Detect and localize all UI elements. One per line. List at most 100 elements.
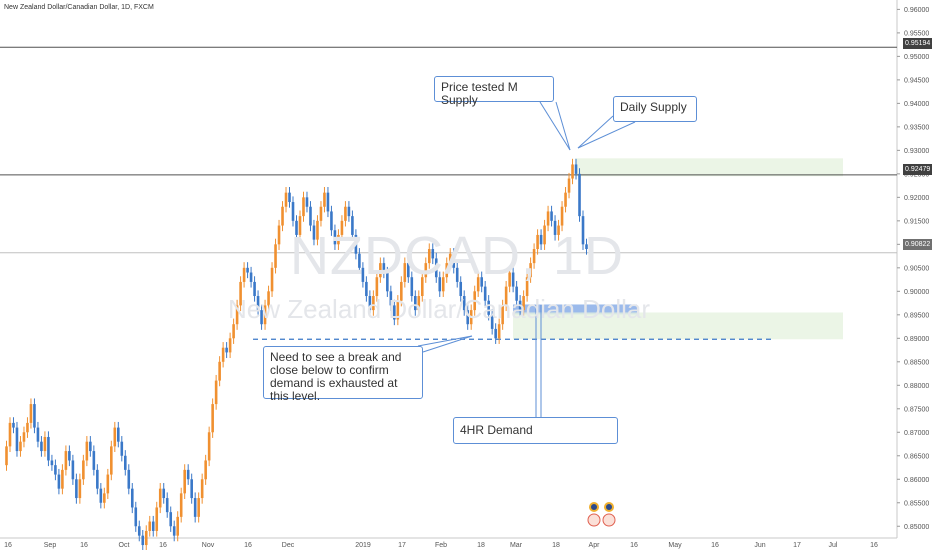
candle-body: [225, 347, 228, 353]
candle-body: [68, 451, 71, 461]
candle-body: [270, 267, 274, 292]
candle-body: [386, 272, 389, 292]
candle-body: [106, 474, 110, 494]
candle-body: [99, 488, 103, 503]
candle-body: [543, 225, 546, 245]
candle-body: [15, 427, 19, 452]
candle-body: [466, 310, 470, 325]
candle-body: [337, 234, 340, 245]
x-tick-label: Dec: [282, 542, 295, 549]
candle-body: [550, 211, 553, 221]
candle-body: [89, 441, 92, 452]
x-tick-label: 17: [398, 542, 406, 549]
candle-body: [532, 249, 536, 264]
note-4hr-demand[interactable]: 4HR Demand: [453, 417, 618, 444]
note-break-confirm[interactable]: Need to see a break and close below to c…: [263, 346, 423, 403]
x-tick-label: 16: [630, 542, 638, 549]
note-price-tested-supply[interactable]: Price tested M Supply: [434, 76, 554, 107]
candle-body: [330, 211, 333, 231]
x-tick-label: Nov: [202, 542, 215, 549]
y-tick-label: 0.90000: [904, 289, 929, 296]
candle-body: [103, 493, 106, 503]
candle-body: [127, 469, 131, 489]
candle-body: [221, 347, 225, 362]
y-tick-label: 0.95000: [904, 54, 929, 61]
candle-body: [246, 267, 249, 273]
candle-body: [448, 253, 452, 264]
x-tick-label: May: [668, 542, 682, 549]
candle-body: [333, 230, 337, 245]
zone-daily-supply: [575, 158, 843, 177]
candle-body: [155, 507, 159, 531]
candle-body: [581, 216, 585, 245]
y-tick-label: 0.93000: [904, 148, 929, 155]
note-daily-supply[interactable]: Daily Supply: [613, 96, 697, 122]
candle-body: [78, 479, 82, 499]
candle-body: [165, 498, 169, 513]
candle-body: [61, 469, 64, 489]
candle-body: [123, 455, 127, 470]
note-text: 4HR Demand: [460, 423, 533, 437]
candle-body: [340, 220, 344, 235]
y-tick-label: 0.89000: [904, 336, 929, 343]
event-badge-icon: [602, 513, 616, 527]
candle-body: [295, 220, 298, 235]
event-badge-icon: [587, 513, 601, 527]
candle-body: [546, 211, 550, 226]
candle-body: [434, 258, 438, 278]
candle-body: [403, 263, 407, 282]
candle-body: [186, 469, 190, 480]
candle-body: [319, 206, 323, 221]
candle-body: [242, 267, 246, 282]
candle-body: [476, 277, 480, 292]
candle-body: [204, 460, 207, 480]
y-tick-label: 0.87500: [904, 406, 929, 413]
candle-body: [389, 291, 393, 306]
x-tick-label: Jun: [754, 542, 765, 549]
y-tick-label: 0.86000: [904, 477, 929, 484]
candle-body: [515, 286, 518, 301]
zone-4hr-demand: [513, 304, 637, 315]
candle-body: [564, 192, 567, 207]
candle-body: [235, 305, 239, 325]
candle-body: [75, 479, 78, 499]
x-tick-label: Apr: [589, 542, 601, 549]
candle-body: [469, 310, 473, 325]
candle-body: [232, 324, 235, 339]
candle-body: [183, 469, 186, 494]
candle-body: [40, 441, 43, 452]
candle-body: [130, 488, 134, 508]
x-tick-label: 18: [477, 542, 485, 549]
candle-body: [379, 263, 382, 278]
callout-pointer: [577, 115, 614, 149]
callout-pointer: [417, 335, 473, 347]
candle-body: [148, 521, 152, 531]
chart-title: New Zealand Dollar/Canadian Dollar, 1D, …: [4, 4, 154, 11]
candle-body: [574, 164, 578, 174]
candle-body: [29, 404, 33, 423]
candle-body: [5, 446, 8, 466]
candle-body: [158, 488, 162, 508]
event-flag-icon-inner: [606, 504, 612, 510]
y-tick-label: 0.90500: [904, 265, 929, 272]
candle-body: [424, 263, 428, 278]
candle-body: [110, 446, 113, 475]
candle-body: [410, 277, 414, 297]
candle-body: [452, 253, 456, 268]
candle-body: [120, 441, 124, 456]
candle-body: [494, 328, 497, 339]
candle-body: [200, 479, 204, 499]
y-tick-label: 0.95500: [904, 30, 929, 37]
candle-body: [281, 206, 284, 226]
x-tick-label: 16: [244, 542, 252, 549]
candle-body: [455, 267, 459, 282]
candle-body: [284, 192, 288, 207]
candle-body: [33, 404, 36, 428]
candle-body: [193, 498, 197, 517]
callout-pointer: [577, 121, 636, 149]
candle-body: [207, 432, 211, 461]
candle-body: [462, 296, 466, 311]
candle-body: [179, 493, 183, 517]
x-tick-label: Oct: [119, 542, 130, 549]
x-tick-label: 2019: [355, 542, 371, 549]
